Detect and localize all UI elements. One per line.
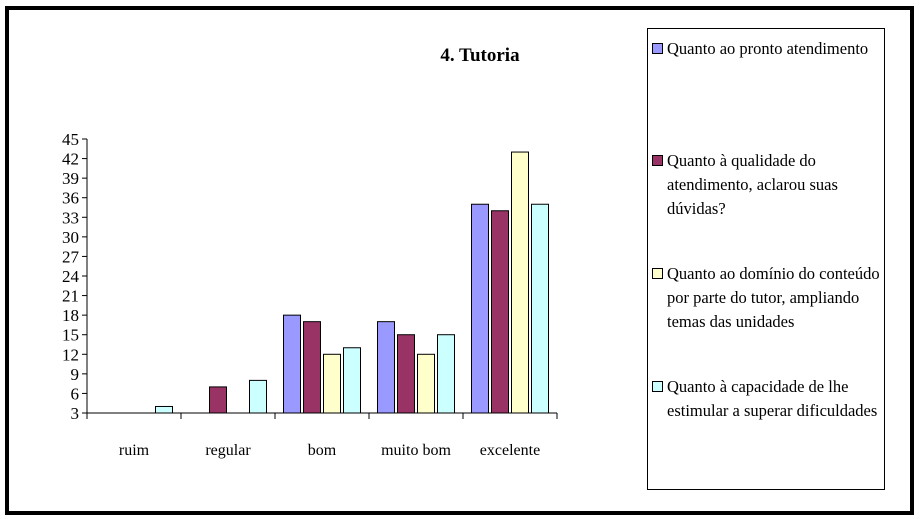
y-tick-label: 9 [71, 365, 80, 384]
legend-swatch [652, 43, 663, 54]
y-tick-label: 21 [62, 287, 79, 306]
y-tick-label: 45 [62, 130, 79, 149]
y-tick-label: 12 [62, 345, 79, 364]
bar [417, 353, 435, 414]
bar [283, 314, 301, 414]
bar [531, 203, 549, 414]
y-tick-label: 6 [71, 384, 80, 403]
y-tick-label: 30 [62, 228, 79, 247]
y-tick-label: 36 [62, 189, 79, 208]
y-tick-label: 3 [71, 404, 80, 423]
x-tick-label: ruim [119, 442, 150, 459]
chart-title: 4. Tutoria [440, 45, 520, 66]
legend-label: Quanto ao domínio do conteúdo por parte … [667, 264, 880, 331]
bar [511, 151, 529, 414]
bar [377, 321, 395, 414]
legend-item-pronto-atendimento: Quanto ao pronto atendimento [652, 37, 884, 61]
bar [155, 405, 173, 414]
bar [209, 386, 227, 414]
y-tick-label: 24 [62, 267, 80, 286]
x-tick-label: excelente [480, 442, 540, 459]
legend-swatch [652, 155, 663, 166]
x-tick-label: muito bom [381, 442, 451, 459]
y-tick-label: 18 [62, 306, 79, 325]
legend-label: Quanto à qualidade do atendimento, aclar… [667, 151, 838, 218]
bar [249, 379, 267, 414]
bar [471, 203, 489, 414]
bar [343, 347, 361, 414]
legend-item-dominio-conteudo: Quanto ao domínio do conteúdo por parte … [652, 262, 884, 334]
legend-label: Quanto ao pronto atendimento [667, 39, 869, 58]
legend-item-qualidade-atendimento: Quanto à qualidade do atendimento, aclar… [652, 149, 884, 221]
legend: Quanto ao pronto atendimento Quanto à qu… [647, 28, 885, 490]
y-tick-label: 39 [62, 169, 79, 188]
y-tick-label: 33 [62, 208, 79, 227]
bar [437, 334, 455, 414]
legend-item-capacidade-estimular: Quanto à capacidade de lhe estimular a s… [652, 375, 884, 423]
bar [303, 321, 321, 414]
bar [323, 353, 341, 414]
bar [491, 210, 509, 414]
legend-swatch [652, 268, 663, 279]
x-tick-label: regular [205, 442, 251, 459]
y-tick-label: 27 [62, 247, 80, 266]
legend-label: Quanto à capacidade de lhe estimular a s… [667, 377, 878, 420]
x-tick-label: bom [308, 442, 337, 459]
legend-swatch [652, 381, 663, 392]
y-tick-label: 42 [62, 150, 79, 169]
y-tick-label: 15 [62, 326, 79, 345]
bar [397, 334, 415, 414]
